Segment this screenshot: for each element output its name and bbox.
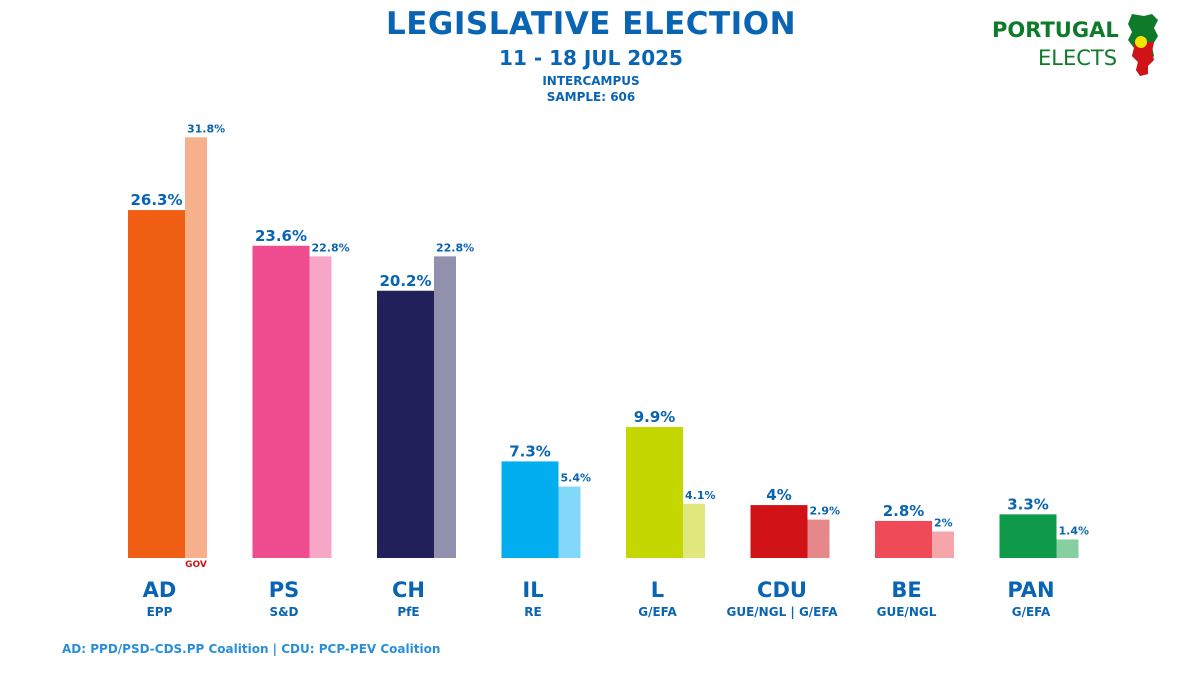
logo-line2: ELECTS (1038, 46, 1118, 70)
value-label-previous-ad: 31.8% (187, 122, 225, 135)
bar-current-l (626, 427, 683, 558)
value-label-current-be: 2.8% (883, 502, 925, 520)
party-label-ad: AD (143, 578, 177, 602)
group-label-ad: EPP (147, 605, 173, 619)
party-label-cdu: CDU (757, 578, 807, 602)
bar-previous-be (932, 531, 954, 558)
sample-size: SAMPLE: 606 (546, 90, 636, 104)
value-label-current-l: 9.9% (634, 408, 676, 426)
bar-previous-ad (185, 137, 207, 558)
party-label-il: IL (522, 578, 543, 602)
group-label-ch: PfE (397, 605, 419, 619)
value-label-previous-ps: 22.8% (312, 241, 350, 254)
bar-previous-ch (434, 256, 456, 558)
group-label-l: G/EFA (638, 605, 677, 619)
value-label-previous-l: 4.1% (685, 489, 716, 502)
bar-current-il (501, 461, 559, 558)
chart-title: LEGISLATIVE ELECTION (385, 6, 797, 42)
value-label-current-il: 7.3% (509, 442, 551, 460)
gov-annotation: GOV (185, 560, 207, 570)
value-label-current-ad: 26.3% (130, 191, 182, 209)
party-label-ch: CH (392, 578, 425, 602)
group-label-ps: S&D (269, 605, 298, 619)
bar-current-cdu (750, 505, 808, 558)
bar-current-be (875, 520, 932, 558)
party-label-pan: PAN (1007, 578, 1054, 602)
bar-previous-il (558, 486, 581, 558)
value-label-previous-pan: 1.4% (1059, 524, 1090, 537)
value-label-current-ps: 23.6% (255, 227, 307, 245)
bar-previous-ps (309, 256, 332, 558)
group-label-be: GUE/NGL (877, 605, 937, 619)
group-label-il: RE (524, 605, 541, 619)
group-label-cdu: GUE/NGL | G/EFA (727, 605, 839, 619)
poll-dates: 11 - 18 JUL 2025 (499, 46, 683, 70)
group-label-pan: G/EFA (1012, 605, 1051, 619)
bar-previous-cdu (807, 519, 830, 558)
value-label-previous-ch: 22.8% (436, 241, 474, 254)
value-label-current-ch: 20.2% (379, 272, 431, 290)
bar-current-ad (128, 210, 185, 558)
value-label-previous-cdu: 2.9% (810, 505, 841, 518)
party-label-ps: PS (269, 578, 300, 602)
bar-current-ps (252, 245, 310, 558)
bar-previous-pan (1056, 539, 1079, 558)
logo-line1: PORTUGAL (992, 18, 1119, 42)
value-label-previous-be: 2% (934, 517, 953, 530)
footnote: AD: PPD/PSD-CDS.PP Coalition | CDU: PCP-… (62, 642, 441, 656)
party-label-l: L (651, 578, 664, 602)
pollster-name: INTERCAMPUS (542, 74, 640, 88)
value-label-previous-il: 5.4% (561, 472, 592, 485)
bar-current-ch (377, 290, 434, 558)
value-label-current-pan: 3.3% (1007, 495, 1049, 513)
bar-current-pan (999, 514, 1057, 558)
bar-previous-l (683, 503, 705, 558)
party-label-be: BE (891, 578, 921, 602)
portugal-map-icon (1128, 14, 1158, 76)
value-label-current-cdu: 4% (766, 486, 791, 504)
